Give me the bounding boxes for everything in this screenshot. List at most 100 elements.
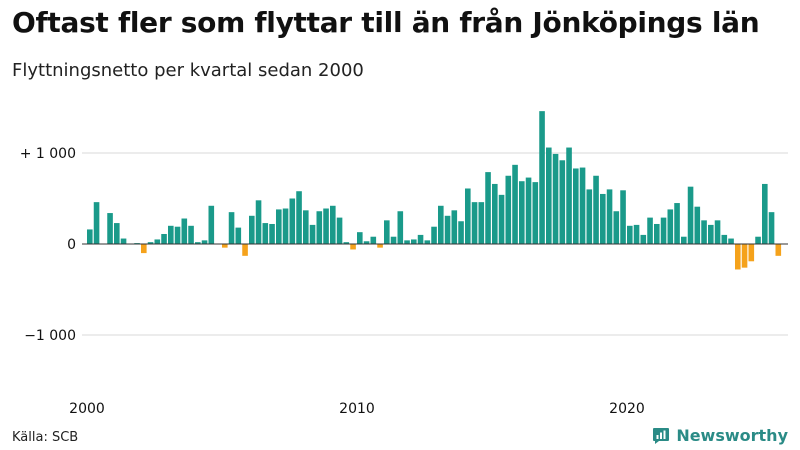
bar-54	[451, 210, 458, 244]
y-tick-label-0: + 1 000	[20, 146, 76, 162]
bar-67	[539, 111, 545, 244]
x-tick-label-2: 2020	[609, 401, 645, 417]
y-tick-label-2: −1 000	[24, 328, 76, 344]
bar-79	[620, 190, 626, 244]
bar-88	[681, 236, 687, 244]
bar-39	[350, 244, 356, 250]
bar-0	[87, 229, 93, 244]
bar-44	[384, 220, 390, 244]
bar-60	[492, 183, 498, 244]
bar-64	[519, 181, 525, 244]
bar-13	[174, 226, 181, 244]
bar-65	[525, 177, 532, 244]
bar-102	[775, 244, 782, 256]
bar-62	[505, 175, 512, 244]
y-tick-label-1: 0	[67, 237, 76, 253]
bar-85	[660, 217, 667, 244]
bar-48	[411, 239, 417, 244]
bar-41	[363, 241, 370, 244]
bar-72	[573, 168, 579, 244]
bar-22	[235, 227, 242, 244]
bar-98	[748, 244, 755, 262]
bar-94	[721, 234, 728, 244]
bar-9	[147, 242, 154, 244]
x-tick-label-1: 2010	[339, 401, 375, 417]
bar-43	[377, 244, 383, 248]
bar-63	[512, 164, 518, 244]
x-tick-label-0: 2000	[69, 401, 105, 417]
bar-86	[667, 209, 674, 244]
bar-49	[417, 234, 424, 244]
bar-77	[606, 189, 613, 244]
bar-78	[613, 211, 620, 244]
bar-59	[485, 172, 491, 244]
bar-83	[647, 217, 653, 244]
bar-74	[586, 189, 593, 244]
bar-92	[708, 224, 714, 244]
bar-97	[741, 244, 748, 268]
bar-5	[120, 238, 127, 244]
bar-99	[755, 236, 761, 244]
bar-27	[269, 223, 275, 244]
bar-51	[431, 226, 437, 244]
bar-66	[532, 182, 539, 244]
chart-title: Oftast fler som flyttar till än från Jön…	[12, 6, 760, 39]
bar-31	[296, 191, 302, 244]
bar-29	[282, 208, 289, 244]
bar-38	[343, 242, 350, 244]
bar-8	[141, 244, 147, 254]
bar-28	[276, 209, 282, 244]
bar-16	[195, 242, 201, 244]
bar-75	[593, 175, 599, 244]
bar-87	[674, 203, 680, 244]
source-label: Källa: SCB	[12, 430, 79, 445]
bar-42	[370, 236, 377, 244]
bars-layer	[82, 111, 788, 270]
brand-logo[interactable]: Newsworthy	[652, 426, 788, 445]
bar-15	[188, 225, 194, 244]
bar-58	[478, 202, 485, 244]
bar-57	[471, 202, 478, 244]
bar-81	[633, 224, 640, 244]
bar-20	[222, 244, 228, 248]
bar-84	[654, 223, 660, 244]
bar-46	[397, 211, 404, 244]
chart-subtitle: Flyttningsnetto per kvartal sedan 2000	[12, 60, 364, 81]
bar-17	[201, 240, 208, 244]
bar-52	[438, 205, 444, 244]
bar-69	[552, 153, 559, 244]
bar-12	[168, 225, 174, 244]
bar-82	[640, 234, 647, 244]
bar-34	[316, 211, 323, 244]
bar-50	[424, 240, 431, 244]
bar-53	[444, 215, 451, 244]
bar-93	[714, 220, 721, 244]
bar-90	[694, 206, 701, 244]
bar-40	[357, 232, 363, 244]
bar-24	[249, 215, 255, 244]
bar-1	[93, 202, 100, 244]
bar-30	[289, 198, 296, 244]
bar-71	[566, 147, 572, 244]
brand-name: Newsworthy	[676, 426, 788, 445]
bar-36	[330, 205, 336, 244]
bar-23	[242, 244, 248, 256]
bar-10	[154, 239, 161, 244]
bar-76	[600, 193, 606, 244]
bar-35	[323, 208, 329, 244]
bar-45	[390, 236, 397, 244]
bar-96	[735, 244, 741, 270]
bar-21	[228, 212, 235, 244]
bar-25	[255, 200, 262, 244]
bar-73	[579, 167, 586, 244]
bar-91	[701, 220, 707, 244]
bar-56	[465, 188, 471, 244]
bar-95	[728, 238, 734, 244]
newsworthy-icon	[653, 427, 670, 444]
bar-55	[458, 221, 464, 244]
bar-37	[336, 217, 343, 244]
bar-68	[546, 147, 552, 244]
bar-4	[114, 223, 120, 244]
bar-11	[161, 233, 167, 244]
